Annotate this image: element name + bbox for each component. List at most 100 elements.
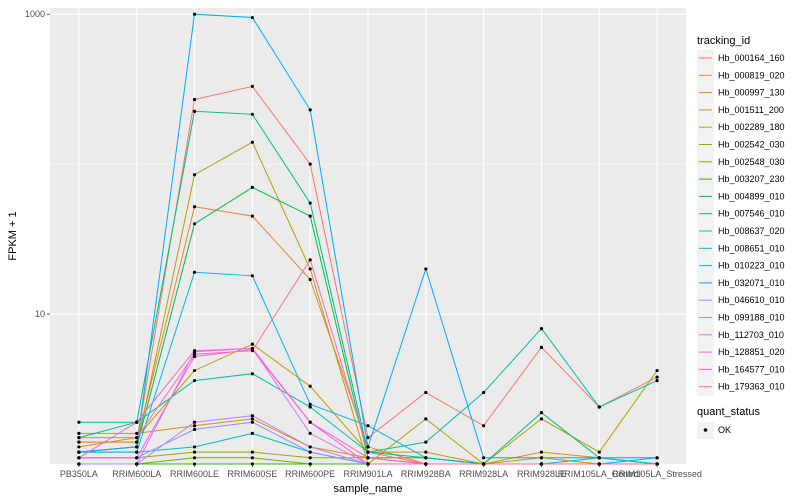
data-point [135, 456, 139, 460]
data-point [250, 417, 254, 421]
data-point [482, 390, 486, 395]
data-point [250, 15, 254, 20]
data-point [135, 440, 139, 444]
data-point [308, 402, 312, 406]
legend-label: Hb_128851_020 [718, 347, 785, 357]
legend-label: Hb_164577_010 [718, 364, 785, 374]
legend-label: Hb_002548_030 [718, 157, 785, 167]
data-point [539, 456, 544, 460]
data-point [250, 456, 254, 460]
legend-label: Hb_000819_020 [718, 70, 785, 80]
x-tick-label: RRIM928LA [459, 469, 508, 479]
data-point [366, 450, 370, 454]
data-point [597, 450, 601, 454]
data-point [250, 450, 254, 454]
x-tick-label: RRIM600SE [227, 469, 277, 479]
data-point [192, 349, 197, 353]
data-point [192, 420, 197, 424]
legend-label: Hb_001511_200 [718, 105, 784, 115]
data-point [308, 431, 312, 435]
x-tick-label: RRIM928LE [517, 469, 566, 479]
shape-legend-point [703, 428, 708, 432]
data-point [539, 326, 544, 331]
data-point [597, 405, 601, 409]
legend-label: Hb_002542_030 [718, 140, 785, 150]
legend-label: Hb_112703_010 [718, 330, 784, 340]
y-tick-label: 1000 [25, 9, 45, 19]
x-tick-label: RRIM600PE [285, 469, 335, 479]
data-point [250, 346, 254, 351]
legend-label: Hb_007546_010 [718, 209, 785, 219]
quant-status-legend-title: quant_status [697, 406, 760, 418]
data-point [250, 214, 254, 218]
data-point [308, 405, 312, 409]
data-point [135, 431, 139, 435]
legend-label: Hb_010223_010 [718, 261, 785, 271]
data-point [539, 345, 544, 349]
data-point [308, 456, 312, 460]
x-axis-title: sample_name [333, 483, 402, 495]
legend-label: Hb_179363_010 [718, 382, 785, 392]
legend-title: tracking_id [697, 35, 750, 47]
data-point [308, 201, 312, 205]
data-point [308, 277, 312, 282]
data-point [424, 417, 428, 421]
data-point [250, 349, 254, 353]
legend-label: Hb_000164_160 [718, 53, 785, 63]
data-point [192, 173, 197, 177]
x-tick-label: PB350LA [60, 469, 98, 479]
major-gridlines [50, 8, 686, 464]
legend-label: Hb_004899_010 [718, 191, 785, 201]
data-point [192, 424, 197, 428]
legend-label: Hb_002289_180 [718, 122, 785, 132]
data-point [366, 445, 370, 449]
data-point [250, 414, 254, 418]
x-axis: PB350LA RRIM600LA RRIM600LE RRIM600SE RRIM60… [60, 464, 702, 479]
data-point [424, 440, 428, 444]
data-point [77, 450, 81, 454]
data-point [135, 435, 139, 440]
data-point [366, 424, 370, 428]
data-point [308, 108, 312, 112]
data-point [192, 12, 197, 16]
data-point [250, 112, 254, 116]
data-point [250, 431, 254, 435]
data-point [77, 456, 81, 460]
data-point [655, 378, 659, 383]
data-point [192, 427, 197, 432]
data-point [308, 162, 312, 166]
data-point [135, 445, 139, 449]
data-point [308, 445, 312, 449]
legend-label: Hb_008651_010 [718, 243, 785, 253]
data-point [135, 450, 139, 454]
data-point [308, 267, 312, 271]
legend-label: Hb_099188_010 [718, 313, 785, 323]
data-point [250, 342, 254, 346]
data-point [77, 435, 81, 440]
legend-label: Hb_032071_010 [718, 278, 785, 288]
data-point [655, 375, 659, 379]
legend-label: Hb_008637_020 [718, 226, 785, 236]
x-tick-label: RRIM928BA [401, 469, 451, 479]
data-point [424, 390, 428, 395]
data-point [482, 424, 486, 428]
data-point [192, 368, 197, 373]
y-axis-title: FPKM + 1 [7, 211, 19, 260]
data-point [192, 378, 197, 383]
data-point [308, 384, 312, 388]
x-tick-label: RRIM901LA [343, 469, 392, 479]
x-tick-label: RRIM600LA [112, 469, 161, 479]
y-axis: 10 1000 [25, 9, 50, 319]
data-point [539, 417, 544, 421]
shape-legend-label: OK [718, 425, 731, 435]
data-point [250, 274, 254, 278]
x-tick-label: RRIM600LE [170, 469, 219, 479]
legend-label: Hb_000997_130 [718, 88, 785, 98]
data-point [77, 431, 81, 435]
data-point [424, 267, 428, 271]
data-point [192, 205, 197, 209]
data-point [250, 84, 254, 88]
data-point [192, 222, 197, 226]
legend-label: Hb_046610_010 [718, 295, 785, 305]
